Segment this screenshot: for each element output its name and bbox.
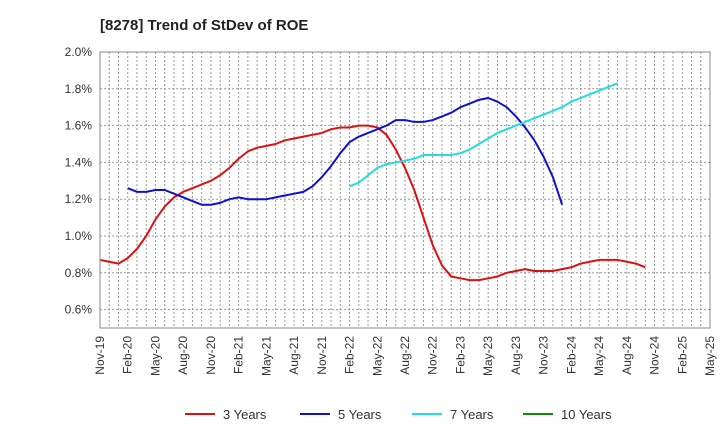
- y-tick-label: 1.6%: [65, 119, 93, 133]
- x-tick-label: May-24: [592, 336, 606, 376]
- series-line-7-years: [349, 82, 618, 188]
- y-tick-label: 1.4%: [65, 155, 93, 169]
- legend-label-3-years: 3 Years: [223, 407, 267, 422]
- x-tick-label: Aug-24: [620, 336, 634, 375]
- y-axis: 0.6% 0.8% 1.0% 1.2% 1.4% 1.6% 1.8% 2.0%: [65, 45, 93, 317]
- x-tick-label: Feb-21: [232, 336, 246, 374]
- x-tick-label: Nov-19: [93, 336, 107, 375]
- x-tick-label: Feb-25: [675, 336, 689, 374]
- x-tick-label: Feb-24: [564, 336, 578, 374]
- x-tick-label: Feb-20: [121, 336, 135, 374]
- x-tick-label: Aug-22: [398, 336, 412, 375]
- y-tick-label: 0.8%: [65, 266, 93, 280]
- y-tick-label: 1.8%: [65, 82, 93, 96]
- y-tick-label: 1.2%: [65, 192, 93, 206]
- x-tick-label: Feb-23: [453, 336, 467, 374]
- grid: [100, 51, 710, 328]
- series-group: [99, 82, 646, 282]
- x-tick-label: Aug-20: [176, 336, 190, 375]
- y-tick-label: 0.6%: [65, 303, 93, 317]
- x-tick-label: Nov-23: [537, 336, 551, 375]
- x-tick-label: May-22: [370, 336, 384, 376]
- x-tick-label: May-21: [259, 336, 273, 376]
- x-tick-label: May-23: [481, 336, 495, 376]
- series-line-3-years: [99, 124, 646, 282]
- legend-label-7-years: 7 Years: [450, 407, 494, 422]
- x-axis: Nov-19 Feb-20 May-20 Aug-20 Nov-20 Feb-21 May-…: [93, 336, 717, 376]
- y-tick-label: 1.0%: [65, 229, 93, 243]
- legend: 3 Years 5 Years 7 Years 10 Years: [185, 407, 612, 422]
- x-tick-label: Nov-22: [426, 336, 440, 375]
- x-tick-label: Aug-23: [509, 336, 523, 375]
- x-tick-label: Nov-20: [204, 336, 218, 375]
- y-tick-label: 2.0%: [65, 45, 93, 59]
- plot-frame: [99, 51, 711, 329]
- x-tick-label: Nov-21: [315, 336, 329, 375]
- x-tick-label: May-20: [148, 336, 162, 376]
- x-tick-label: Aug-21: [287, 336, 301, 375]
- x-tick-label: Feb-22: [343, 336, 357, 374]
- x-tick-label: May-25: [703, 336, 717, 376]
- chart-title: [8278] Trend of StDev of ROE: [100, 17, 308, 34]
- legend-label-5-years: 5 Years: [338, 407, 382, 422]
- x-tick-label: Nov-24: [648, 336, 662, 375]
- legend-label-10-years: 10 Years: [561, 407, 612, 422]
- series-line-5-years: [127, 97, 564, 206]
